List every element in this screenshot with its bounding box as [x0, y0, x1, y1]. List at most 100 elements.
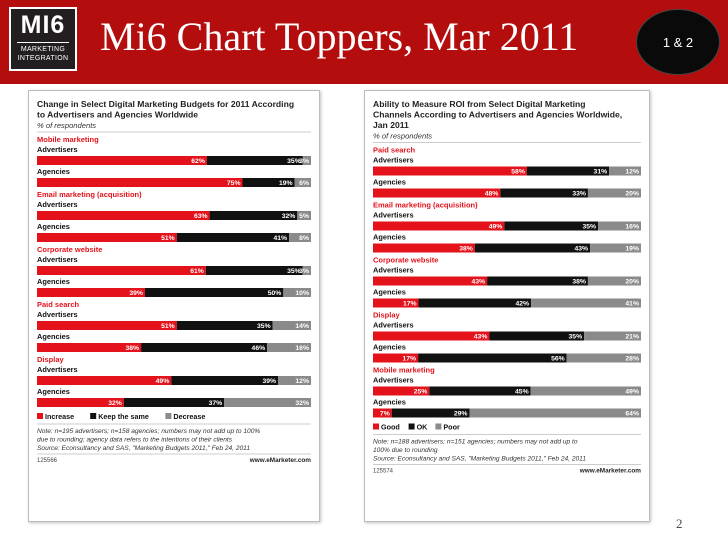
bar-segment-good: [373, 298, 419, 308]
group-label: Email marketing (acquisition): [37, 190, 142, 199]
bar-segment-poor: [590, 243, 641, 253]
group-label: Paid search: [37, 300, 80, 309]
row-label: Advertisers: [373, 376, 414, 385]
bar-segment-increase: [37, 321, 177, 330]
row-label: Agencies: [373, 233, 406, 242]
bar-segment-good: [373, 386, 430, 396]
group-label: Mobile marketing: [373, 366, 435, 375]
logo-subtitle-2: INTEGRATION: [17, 55, 69, 62]
page-number: 2: [676, 516, 683, 531]
chart-title-line: to Advertisers and Agencies Worldwide: [37, 110, 198, 120]
bar-segment-increase: [37, 266, 206, 275]
roi-measurement-chart: Ability to Measure ROI from Select Digit…: [373, 99, 642, 475]
chart-subtitle: % of respondents: [37, 121, 96, 130]
group-label: Corporate website: [37, 245, 102, 254]
bar-segment-ok: [474, 243, 591, 253]
group-label: Mobile marketing: [37, 135, 99, 144]
bar-value-label: 43%: [471, 279, 485, 286]
budget-change-chart: Change in Select Digital Marketing Budge…: [37, 99, 312, 464]
legend-swatch: [373, 423, 379, 430]
bar-segment-increase: [37, 343, 142, 352]
bar-value-label: 25%: [414, 389, 428, 396]
row-label: Advertisers: [37, 310, 78, 319]
row-label: Agencies: [373, 288, 406, 297]
bar-segment-keep-the-same: [176, 233, 290, 242]
bar-value-label: 35%: [583, 224, 597, 231]
row-label: Agencies: [373, 178, 406, 187]
bar-segment-keep-the-same: [144, 288, 284, 297]
logo-divider: [17, 42, 69, 43]
bar-value-label: 35%: [569, 334, 583, 341]
emarketer-brand: www.eMarketer.com: [579, 468, 642, 475]
bar-segment-ok: [429, 386, 531, 396]
bar-segment-decrease: [224, 398, 311, 407]
bar-value-label: 31%: [594, 169, 608, 176]
group-label: Corporate website: [373, 256, 438, 265]
emarketer-brand: www.eMarketer.com: [249, 457, 312, 464]
bar-segment-increase: [37, 376, 172, 385]
bar-value-label: 56%: [551, 356, 565, 363]
group-label: Email marketing (acquisition): [373, 201, 478, 210]
bar-segment-decrease: [278, 376, 311, 385]
bar-segment-decrease: [302, 266, 311, 275]
bar-value-label: 42%: [516, 301, 530, 308]
bar-segment-ok: [487, 276, 588, 286]
legend-swatch: [90, 413, 97, 419]
bar-segment-decrease: [297, 211, 311, 220]
bar-segment-decrease: [272, 321, 311, 330]
group-label: Display: [37, 355, 65, 364]
bar-segment-poor: [566, 353, 641, 363]
bar-segment-increase: [37, 233, 177, 242]
chart-source: Source: Econsultancy and SAS, "Marketing…: [373, 456, 586, 463]
bar-segment-ok: [418, 353, 567, 363]
slide-title: Mi6 Chart Toppers, Mar 2011: [100, 14, 579, 59]
mi6-logo: MI6 MARKETING INTEGRATION: [9, 7, 77, 71]
bar-value-label: 38%: [126, 345, 140, 352]
chart-subtitle: % of respondents: [373, 132, 432, 141]
bar-segment-good: [373, 188, 501, 198]
bar-segment-ok: [526, 166, 610, 176]
bar-value-label: 8%: [299, 235, 309, 242]
bar-segment-ok: [391, 408, 470, 418]
slide-badge: 1 & 2: [636, 9, 720, 75]
legend-swatch: [435, 423, 442, 430]
chart-id: 125574: [373, 469, 394, 475]
bar-value-label: 16%: [295, 345, 309, 352]
row-label: Advertisers: [373, 266, 414, 275]
bar-segment-keep-the-same: [206, 156, 303, 165]
bar-value-label: 17%: [402, 356, 416, 363]
row-label: Advertisers: [37, 365, 78, 374]
bar-segment-good: [373, 243, 475, 253]
bar-segment-ok: [489, 331, 585, 341]
logo-subtitle-1: MARKETING: [20, 46, 66, 53]
row-label: Agencies: [37, 332, 70, 341]
bar-segment-keep-the-same: [176, 321, 273, 330]
legend-swatch: [408, 423, 415, 430]
chart-note-line: 100% due to rounding: [373, 447, 438, 454]
row-label: Agencies: [37, 167, 70, 176]
bar-value-label: 39%: [129, 290, 143, 297]
chart-panel-budgets: Change in Select Digital Marketing Budge…: [28, 90, 320, 522]
bar-value-label: 20%: [625, 279, 639, 286]
bar-value-label: 46%: [252, 345, 266, 352]
bar-segment-ok: [504, 221, 599, 231]
bar-value-label: 58%: [511, 169, 525, 176]
row-label: Agencies: [37, 277, 70, 286]
bar-value-label: 38%: [572, 279, 586, 286]
bar-value-label: 12%: [295, 378, 309, 385]
bar-value-label: 32%: [295, 400, 309, 407]
row-label: Advertisers: [37, 255, 78, 264]
bar-segment-poor: [469, 408, 641, 418]
chart-note-line: Note: n=195 advertisers; n=158 agencies;…: [37, 428, 260, 435]
bar-value-label: 20%: [625, 191, 639, 198]
bar-value-label: 35%: [287, 268, 301, 275]
bar-value-label: 75%: [227, 180, 241, 187]
bar-value-label: 19%: [279, 180, 293, 187]
bar-segment-decrease: [283, 288, 311, 297]
legend-swatch: [165, 413, 172, 419]
bar-segment-good: [373, 276, 488, 286]
bar-segment-decrease: [294, 178, 311, 187]
legend-label: Decrease: [173, 412, 205, 421]
bar-segment-increase: [37, 398, 124, 407]
bar-value-label: 16%: [625, 224, 639, 231]
